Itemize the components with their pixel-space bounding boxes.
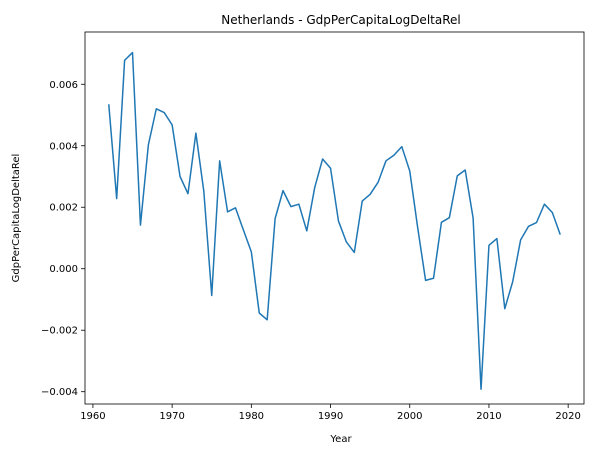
x-tick-label: 1970 <box>159 411 184 422</box>
y-tick-label: 0.000 <box>49 264 78 275</box>
y-tick-label: −0.004 <box>41 387 78 398</box>
plot-frame <box>84 31 585 405</box>
x-axis-label: Year <box>329 434 352 445</box>
y-axis-label: GdpPerCapitaLogDeltaRel <box>11 154 22 283</box>
series-line <box>108 51 561 390</box>
x-tick-label: 2000 <box>397 411 422 422</box>
x-tick-label: 2010 <box>476 411 501 422</box>
plot-area <box>108 51 561 390</box>
x-tick-label: 1980 <box>239 411 264 422</box>
y-tick-label: 0.006 <box>49 80 78 91</box>
y-tick-label: −0.002 <box>41 326 78 337</box>
x-tick-label: 1960 <box>80 411 105 422</box>
y-tick-label: 0.004 <box>49 141 78 152</box>
y-axis: −0.004 −0.002 0.000 0.002 0.004 0.006 <box>41 80 85 398</box>
y-tick-label: 0.002 <box>49 203 78 214</box>
chart-title: Netherlands - GdpPerCapitaLogDeltaRel <box>221 13 460 27</box>
x-tick-label: 2020 <box>555 411 580 422</box>
x-axis: 1960 1970 1980 1990 2000 2010 2020 <box>80 404 581 422</box>
x-tick-label: 1990 <box>318 411 343 422</box>
